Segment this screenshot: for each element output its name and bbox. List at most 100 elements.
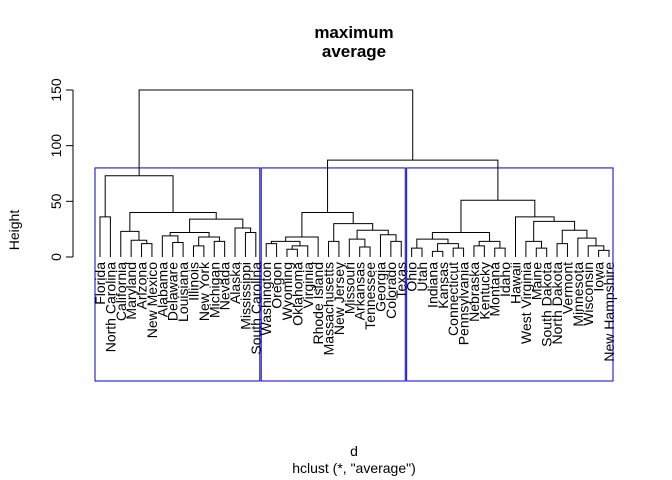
dendrogram-link: [104, 175, 174, 217]
dendrogram-link: [99, 216, 111, 257]
dendrogram-link: [359, 246, 371, 257]
y-tick-label: 50: [48, 193, 64, 209]
chart-title: maximum: [314, 23, 393, 42]
leaf-label: Louisiana: [175, 262, 191, 322]
dendrogram-link: [286, 248, 298, 257]
leaf-label: New Hampshire: [601, 262, 617, 362]
dendrogram-link: [431, 250, 444, 257]
leaf-label: Iowa: [591, 262, 607, 292]
dendrogram-link: [494, 247, 506, 257]
dendrogram-link: [129, 211, 217, 232]
dendrogram-link: [390, 240, 402, 257]
dendrogram-link: [478, 240, 501, 249]
leaf-label: Rhode Island: [310, 262, 326, 345]
leaf-label: North Dakota: [549, 262, 565, 345]
dendrogram-link: [515, 216, 555, 257]
leaf-label: Nebraska: [466, 262, 482, 322]
dendrogram-link: [192, 245, 205, 257]
dendrogram-link: [244, 232, 257, 257]
dendrogram-link: [138, 89, 414, 176]
leaf-label: Georgia: [372, 262, 388, 312]
leaf-label: Michigan: [206, 262, 222, 318]
dendrogram-link: [189, 218, 244, 233]
dendrogram-link: [452, 247, 465, 257]
leaf-label: Alabama: [154, 262, 170, 317]
leaf-label: Delaware: [165, 262, 181, 321]
dendrogram-link: [301, 211, 354, 237]
y-axis-label: Height: [6, 210, 22, 251]
y-tick-label: 100: [48, 134, 64, 158]
dendrogram-link: [285, 236, 319, 257]
y-tick-label: 150: [48, 78, 64, 102]
dendrogram-link: [213, 240, 226, 257]
leaf-label: Arkansas: [352, 262, 368, 320]
leaf-label: Kentucky: [476, 262, 492, 320]
leaf-label: Maryland: [123, 262, 139, 320]
y-tick-label: 0: [48, 253, 64, 261]
dendrogram-link: [556, 243, 568, 257]
dendrogram-link: [348, 238, 366, 257]
dendrogram-link: [379, 234, 397, 257]
leaf-label: Florida: [92, 262, 108, 305]
dendrogram-link: [561, 229, 588, 244]
leaf-label: South Dakota: [539, 262, 555, 347]
leaf-label: Washington: [258, 262, 274, 335]
leaf-label: California: [113, 262, 129, 321]
dendrogram-link: [598, 249, 610, 257]
dendrogram-link: [411, 247, 423, 257]
leaf-label: Utah: [414, 262, 430, 292]
leaf-label: West Virginia: [518, 262, 534, 344]
dendrogram-link: [172, 242, 184, 257]
leaf-label: Illinois: [185, 262, 201, 301]
leaf-label: Massachusetts: [321, 262, 337, 355]
leaf-label: Hawaii: [508, 262, 524, 304]
dendrogram-link: [535, 247, 548, 257]
leaf-label: Pennsylvania: [456, 262, 472, 345]
dendrogram-link: [460, 199, 536, 233]
leaf-label: Minnesota: [570, 262, 586, 327]
x-axis-label: d: [350, 443, 358, 459]
dendrogram-link: [141, 243, 153, 257]
leaf-label: Idaho: [497, 262, 513, 297]
leaf-label: Arizona: [134, 262, 150, 310]
dendrogram-link: [416, 238, 449, 249]
dendrogram-link: [437, 243, 459, 252]
dendrogram-link: [161, 235, 179, 257]
leaf-label: Oklahoma: [289, 262, 305, 326]
dendrogram-link: [120, 230, 140, 257]
leaf-label: Virginia: [300, 262, 316, 309]
leaf-label: Connecticut: [445, 262, 461, 336]
leaf-label: New Mexico: [144, 262, 160, 338]
cluster-box: [406, 167, 614, 382]
dendrogram-link: [328, 240, 340, 257]
leaf-label: New Jersey: [331, 262, 347, 335]
leaf-label: Oregon: [269, 262, 285, 309]
dendrogram-link: [533, 220, 576, 242]
leaf-label: Montana: [487, 262, 503, 317]
cluster-box: [94, 167, 261, 382]
cluster-box: [260, 167, 406, 382]
leaf-label: North Carolina: [102, 262, 118, 352]
subtitle: hclust (*, "average"): [292, 460, 416, 476]
leaf-label: Kansas: [435, 262, 451, 309]
leaf-label: Mississippi: [237, 262, 253, 330]
leaf-label: Vermont: [559, 262, 575, 314]
dendrogram-link: [525, 240, 542, 257]
dendrogram-link: [169, 232, 210, 237]
leaf-label: Wisconsin: [580, 262, 596, 326]
leaf-label: Colorado: [383, 262, 399, 319]
chart-title: average: [322, 42, 386, 61]
dendrogram-link: [473, 245, 485, 257]
leaf-label: Ohio: [404, 262, 420, 292]
leaf-label: Nevada: [217, 262, 233, 310]
leaf-label: Alaska: [227, 262, 243, 304]
leaf-label: Tennessee: [362, 262, 378, 330]
leaf-label: Wyoming: [279, 262, 295, 320]
dendrogram-link: [431, 232, 491, 242]
leaf-label: Missouri: [341, 262, 357, 314]
dendrogram-link: [265, 243, 278, 257]
dendrogram-link: [577, 237, 597, 257]
leaf-label: Indiana: [424, 262, 440, 308]
dendrogram-link: [587, 245, 605, 257]
